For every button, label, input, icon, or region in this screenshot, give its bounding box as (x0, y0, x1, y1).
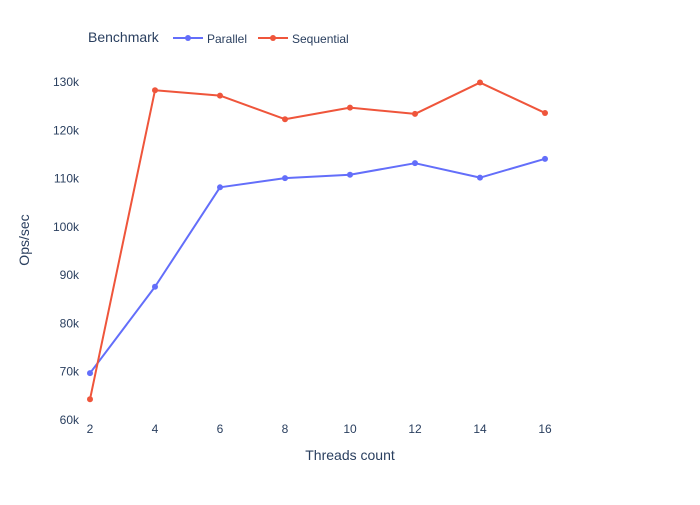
y-tick-label: 60k (60, 413, 80, 427)
data-point-sequential[interactable] (282, 116, 288, 123)
data-point-parallel[interactable] (347, 171, 353, 178)
y-tick-label: 70k (60, 365, 80, 379)
x-tick-label: 10 (343, 422, 357, 436)
x-tick-label: 14 (473, 422, 487, 436)
data-point-parallel[interactable] (412, 160, 418, 167)
x-axis-title: Threads count (305, 447, 395, 463)
data-point-sequential[interactable] (542, 109, 548, 116)
data-point-sequential[interactable] (347, 104, 353, 111)
series-line-parallel[interactable] (89, 157, 546, 374)
x-axis-ticks: 2 4 6 8 10 12 14 16 (87, 422, 552, 436)
legend-label: Parallel (207, 32, 247, 46)
y-tick-label: 120k (53, 123, 80, 137)
legend-title: Benchmark (88, 29, 160, 45)
x-tick-label: 12 (408, 422, 422, 436)
data-point-parallel[interactable] (87, 370, 93, 377)
data-point-sequential[interactable] (477, 79, 483, 86)
series-layer (87, 79, 548, 403)
series-parallel[interactable] (87, 155, 548, 377)
legend-swatch-marker (270, 35, 276, 41)
series-line-sequential[interactable] (89, 81, 546, 400)
x-tick-label: 8 (282, 422, 289, 436)
legend-item-parallel[interactable]: Parallel (173, 32, 247, 46)
x-tick-label: 2 (87, 422, 94, 436)
data-point-parallel[interactable] (282, 175, 288, 182)
data-point-sequential[interactable] (152, 87, 158, 94)
data-point-parallel[interactable] (542, 155, 548, 162)
data-point-parallel[interactable] (152, 283, 158, 290)
data-point-parallel[interactable] (217, 184, 223, 191)
data-point-sequential[interactable] (87, 396, 93, 403)
series-sequential[interactable] (87, 79, 548, 403)
x-tick-label: 4 (152, 422, 159, 436)
legend-label: Sequential (292, 32, 349, 46)
data-point-sequential[interactable] (217, 92, 223, 99)
y-axis-ticks: 60k 70k 80k 90k 100k 110k 120k 130k (53, 75, 80, 427)
y-tick-label: 110k (54, 172, 80, 186)
y-tick-label: 130k (53, 75, 80, 89)
data-point-parallel[interactable] (477, 174, 483, 181)
legend[interactable]: Benchmark Parallel Sequential (88, 29, 349, 46)
legend-swatch-marker (185, 35, 191, 41)
legend-item-sequential[interactable]: Sequential (258, 32, 349, 46)
x-tick-label: 6 (217, 422, 224, 436)
y-axis-title: Ops/sec (16, 214, 32, 265)
y-tick-label: 100k (53, 220, 80, 234)
y-tick-label: 90k (60, 268, 80, 282)
x-tick-label: 16 (538, 422, 552, 436)
y-tick-label: 80k (60, 316, 80, 330)
data-point-sequential[interactable] (412, 110, 418, 117)
